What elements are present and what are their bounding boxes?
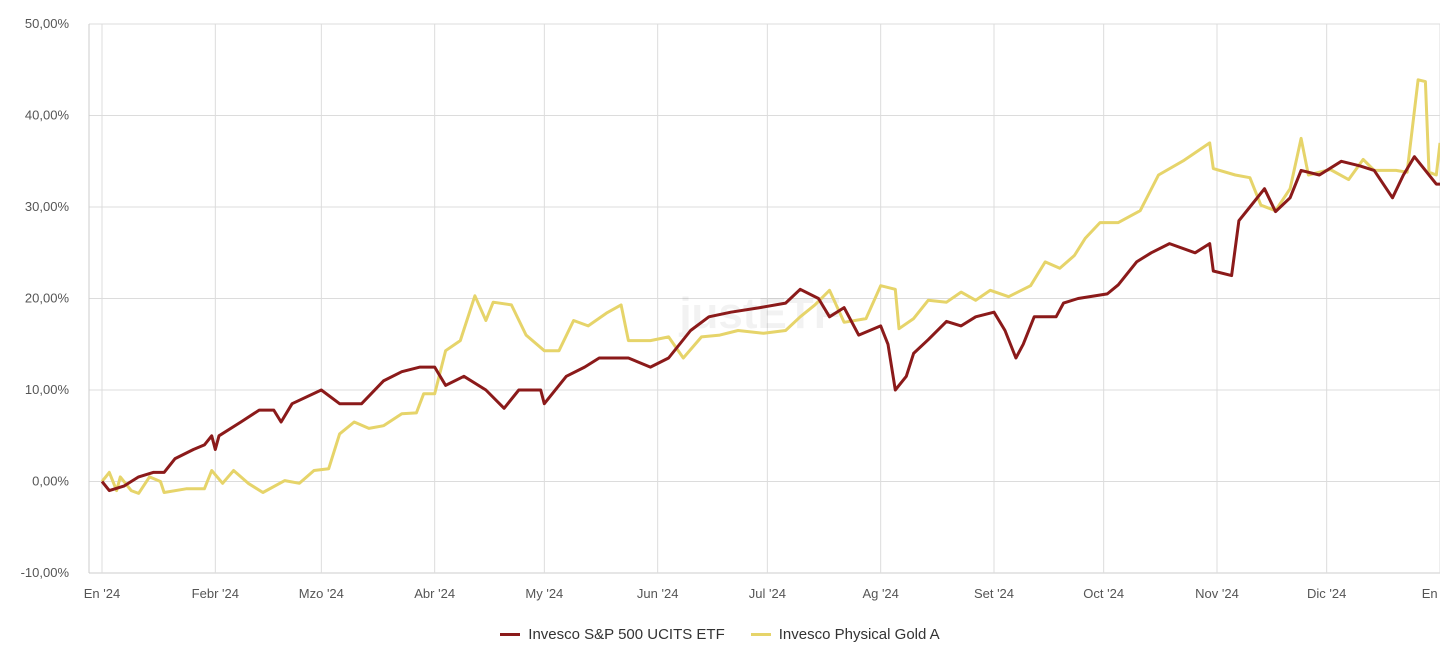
y-tick-label: 50,00% bbox=[25, 16, 70, 31]
y-tick-label: 30,00% bbox=[25, 199, 70, 214]
y-axis: 50,00% 40,00% 30,00% 20,00% 10,00% 0,00% -10,0… bbox=[21, 16, 70, 580]
series-lines bbox=[100, 78, 1440, 495]
legend-item-gold[interactable]: Invesco Physical Gold A bbox=[750, 626, 940, 643]
y-tick-label: 20,00% bbox=[25, 291, 70, 306]
x-tick-label: Jun '24 bbox=[637, 586, 679, 601]
y-tick-label: 0,00% bbox=[32, 474, 69, 489]
series-line-sp500 bbox=[100, 155, 1440, 493]
legend: Invesco S&P 500 UCITS ETF Invesco Physic… bbox=[0, 626, 1440, 643]
x-tick-label: My '24 bbox=[525, 586, 563, 601]
x-tick-label: Oct '24 bbox=[1083, 586, 1124, 601]
x-tick-label: Mzo '24 bbox=[299, 586, 344, 601]
x-tick-label: Nov '24 bbox=[1195, 586, 1239, 601]
legend-label-gold: Invesco Physical Gold A bbox=[778, 626, 940, 643]
grid bbox=[88, 23, 1440, 574]
legend-swatch-sp500 bbox=[500, 633, 521, 636]
x-tick-label: Set '24 bbox=[974, 586, 1014, 601]
y-tick-label: 10,00% bbox=[25, 382, 70, 397]
series-line-gold bbox=[100, 78, 1440, 495]
x-tick-label: En '25 bbox=[1422, 586, 1440, 601]
x-tick-label: Dic '24 bbox=[1307, 586, 1346, 601]
y-tick-label: 40,00% bbox=[25, 108, 70, 123]
x-tick-label: Ag '24 bbox=[862, 586, 898, 601]
legend-label-sp500: Invesco S&P 500 UCITS ETF bbox=[528, 626, 725, 643]
x-tick-label: Jul '24 bbox=[749, 586, 786, 601]
legend-swatch-gold bbox=[750, 633, 771, 636]
x-axis: En '24 Febr '24 Mzo '24 Abr '24 My '24 Jun '2… bbox=[84, 586, 1440, 601]
y-tick-label: -10,00% bbox=[21, 565, 70, 580]
x-tick-label: Febr '24 bbox=[192, 586, 239, 601]
x-tick-label: En '24 bbox=[84, 586, 120, 601]
x-tick-label: Abr '24 bbox=[414, 586, 455, 601]
legend-item-sp500[interactable]: Invesco S&P 500 UCITS ETF bbox=[500, 626, 725, 643]
